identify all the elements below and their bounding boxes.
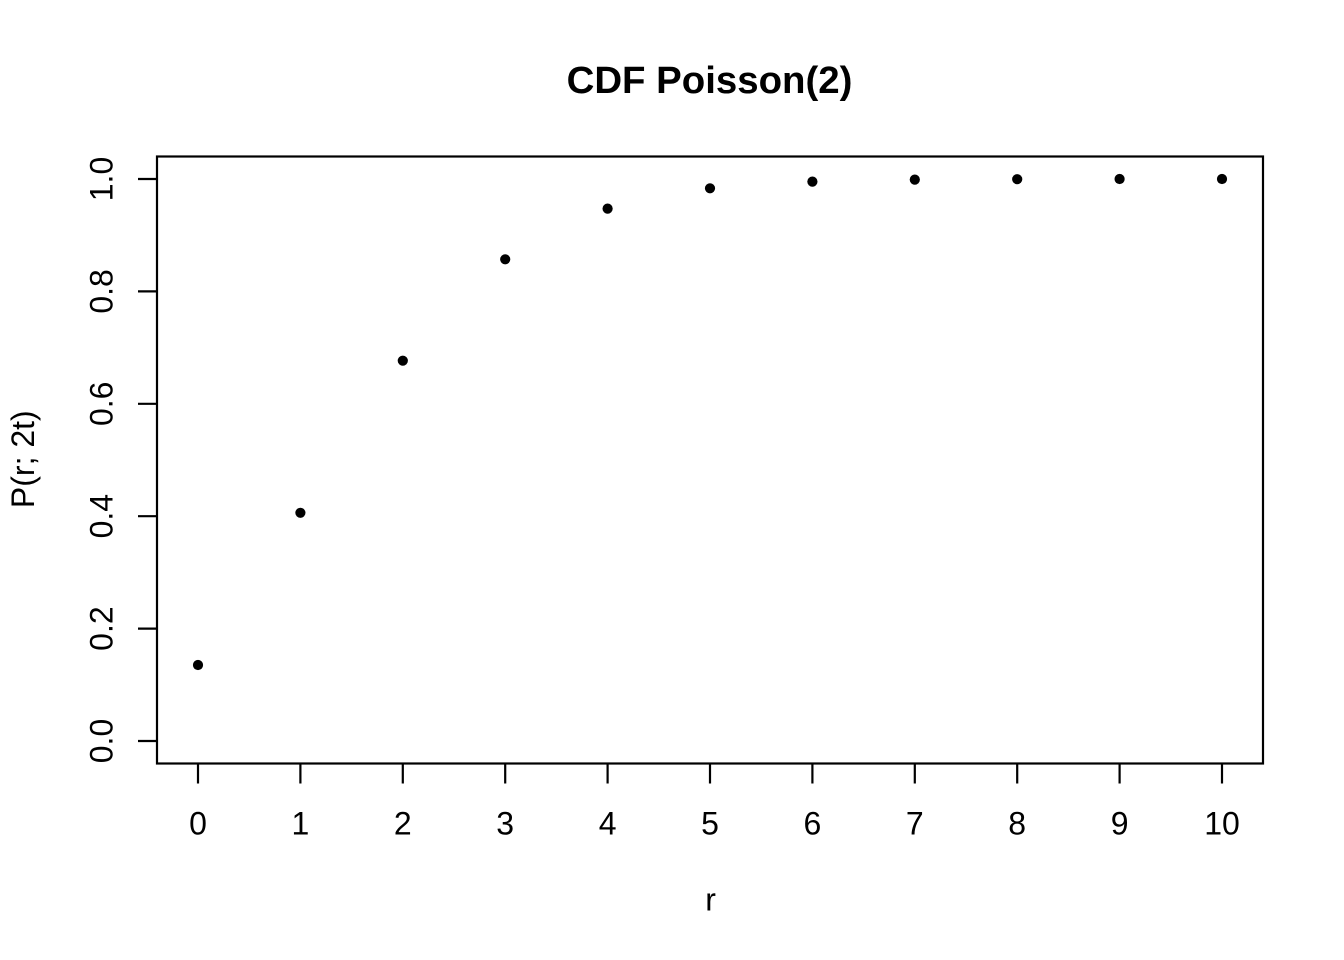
svg-text:1: 1 [292,806,310,842]
svg-text:0: 0 [189,806,207,842]
svg-text:CDF Poisson(2): CDF Poisson(2) [567,59,853,102]
svg-text:0.0: 0.0 [84,719,120,763]
svg-text:0.6: 0.6 [84,382,120,426]
svg-text:3: 3 [496,806,514,842]
svg-text:1.0: 1.0 [84,157,120,201]
svg-text:0.4: 0.4 [84,494,120,538]
svg-text:10: 10 [1204,806,1240,842]
svg-text:8: 8 [1008,806,1026,842]
svg-text:6: 6 [804,806,822,842]
svg-text:9: 9 [1111,806,1129,842]
svg-text:7: 7 [906,806,924,842]
svg-text:0.2: 0.2 [84,606,120,650]
svg-text:P(r; 2t): P(r; 2t) [5,410,41,508]
svg-text:4: 4 [599,806,617,842]
svg-text:5: 5 [701,806,719,842]
svg-text:r: r [705,882,716,918]
svg-text:2: 2 [394,806,412,842]
svg-text:0.8: 0.8 [84,269,120,313]
